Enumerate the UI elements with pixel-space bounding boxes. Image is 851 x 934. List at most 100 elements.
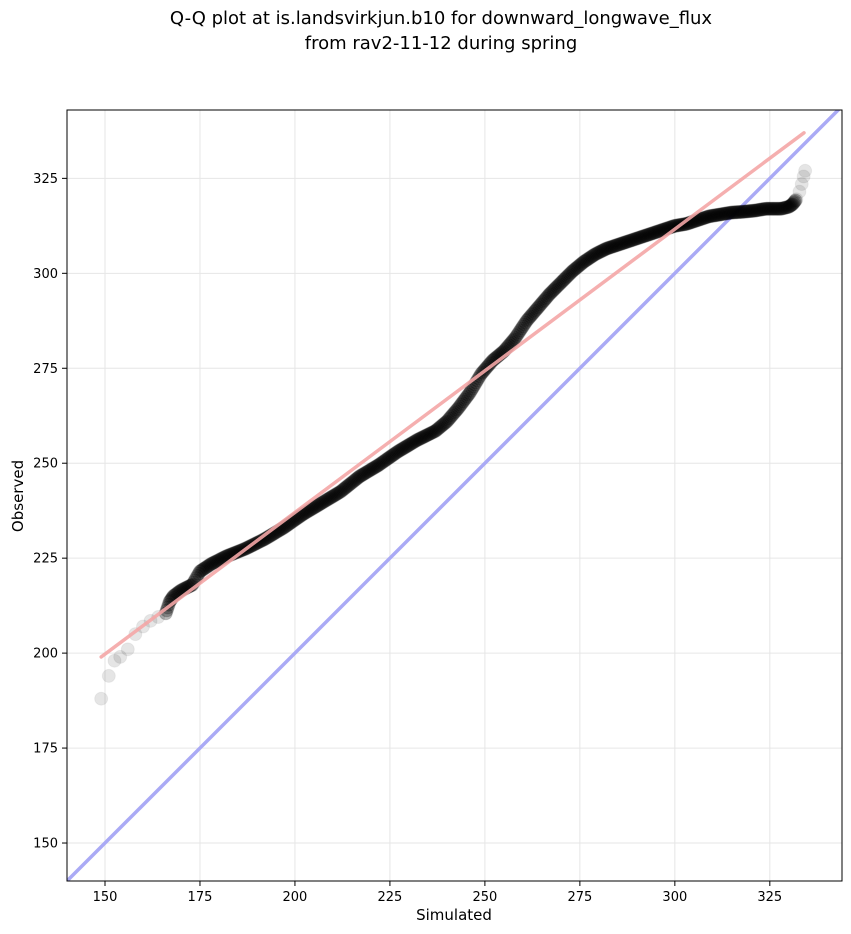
- scatter-point: [324, 490, 339, 505]
- scatter-point: [194, 563, 209, 578]
- scatter-point: [652, 223, 667, 238]
- scatter-point: [622, 234, 637, 249]
- scatter-point: [510, 327, 525, 342]
- scatter-point: [577, 254, 592, 269]
- scatter-point: [607, 239, 622, 254]
- scatter-point: [533, 297, 548, 312]
- scatter-point: [767, 201, 782, 216]
- scatter-point: [429, 422, 444, 437]
- scatter-point: [638, 228, 653, 243]
- scatter-point: [570, 260, 585, 275]
- scatter-point: [605, 239, 620, 254]
- scatter-point: [203, 557, 218, 572]
- scatter-point: [441, 412, 456, 427]
- scatter-point: [325, 489, 340, 504]
- scatter-point: [192, 564, 207, 579]
- scatter-point: [513, 323, 528, 338]
- scatter-point: [636, 229, 651, 244]
- x-axis-ticks: 150 175 200 225 250 275 300 325: [93, 881, 782, 905]
- scatter-point: [195, 562, 210, 577]
- scatter-point: [798, 163, 813, 178]
- scatter-point: [641, 227, 656, 242]
- scatter-point: [462, 385, 477, 400]
- scatter-point: [747, 203, 762, 218]
- scatter-point: [520, 312, 535, 327]
- scatter-point: [569, 261, 584, 276]
- scatter-point: [425, 425, 440, 440]
- scatter-point: [514, 321, 529, 336]
- scatter-point: [113, 649, 128, 664]
- scatter-point: [633, 230, 648, 245]
- scatter-point: [534, 296, 549, 311]
- scatter-point: [451, 401, 466, 416]
- scatter-point: [339, 479, 354, 494]
- scatter-point: [536, 294, 551, 309]
- scatter-point: [413, 431, 428, 446]
- scatter-point: [518, 315, 533, 330]
- scatter-point: [617, 235, 632, 250]
- scatter-point: [547, 282, 562, 297]
- scatter-point: [312, 497, 326, 512]
- x-tick-label: 300: [662, 890, 687, 905]
- scatter-point: [337, 481, 352, 496]
- y-axis-ticks: 150 175 200 225 250 275 300 325: [33, 172, 67, 852]
- scatter-point: [615, 236, 630, 251]
- scatter-point: [779, 200, 794, 215]
- scatter-point: [756, 202, 771, 217]
- scatter-point: [736, 204, 751, 219]
- grid-lines: [67, 110, 842, 881]
- scatter-point: [437, 416, 452, 431]
- scatter-point: [439, 414, 454, 429]
- scatter-point: [775, 201, 790, 216]
- scatter-point: [208, 554, 223, 569]
- scatter-point: [603, 240, 618, 255]
- scatter-point: [784, 197, 799, 212]
- scatter-point: [726, 205, 741, 220]
- scatter-point: [519, 313, 534, 328]
- scatter-point: [526, 306, 541, 321]
- scatter-point: [700, 209, 715, 224]
- scatter-point: [620, 234, 635, 249]
- scatter-point: [651, 224, 666, 239]
- scatter-point: [596, 242, 611, 257]
- scatter-point: [196, 561, 211, 576]
- scatter-point: [709, 208, 724, 223]
- scatter-point: [377, 453, 392, 468]
- scatter-point: [417, 429, 432, 444]
- scatter-point: [306, 500, 321, 515]
- scatter-point: [539, 290, 554, 305]
- scatter-point: [427, 424, 442, 439]
- scatter-point: [731, 205, 746, 220]
- scatter-point: [529, 301, 544, 316]
- scatter-point: [740, 204, 755, 219]
- scatter-point: [542, 287, 557, 302]
- scatter-point: [432, 420, 447, 435]
- scatter-point: [579, 253, 594, 268]
- scatter-point: [601, 240, 616, 255]
- scatter-point: [418, 429, 433, 443]
- scatter-point: [385, 448, 400, 463]
- scatter-point: [309, 499, 324, 514]
- scatter-point: [584, 249, 599, 264]
- scatter-point: [634, 229, 649, 244]
- scatter-point: [463, 383, 478, 398]
- scatter-point: [546, 283, 561, 298]
- scatter-point: [381, 451, 396, 466]
- scatter-point: [508, 330, 523, 345]
- scatter-point: [375, 455, 390, 470]
- scatter-point: [599, 241, 614, 256]
- scatter-point: [631, 231, 646, 246]
- scatter-point: [548, 280, 563, 295]
- scatter-point: [583, 250, 597, 265]
- scatter-point: [346, 474, 361, 489]
- scatter-point: [571, 259, 586, 274]
- scatter-point: [738, 204, 753, 219]
- scatter-point: [374, 456, 389, 471]
- scatter-point: [729, 205, 744, 220]
- scatter-point: [600, 241, 615, 256]
- scatter-point: [755, 202, 770, 217]
- scatter-point: [613, 236, 628, 251]
- scatter-point: [389, 445, 404, 460]
- scatter-point: [581, 251, 596, 266]
- scatter-point: [724, 205, 739, 220]
